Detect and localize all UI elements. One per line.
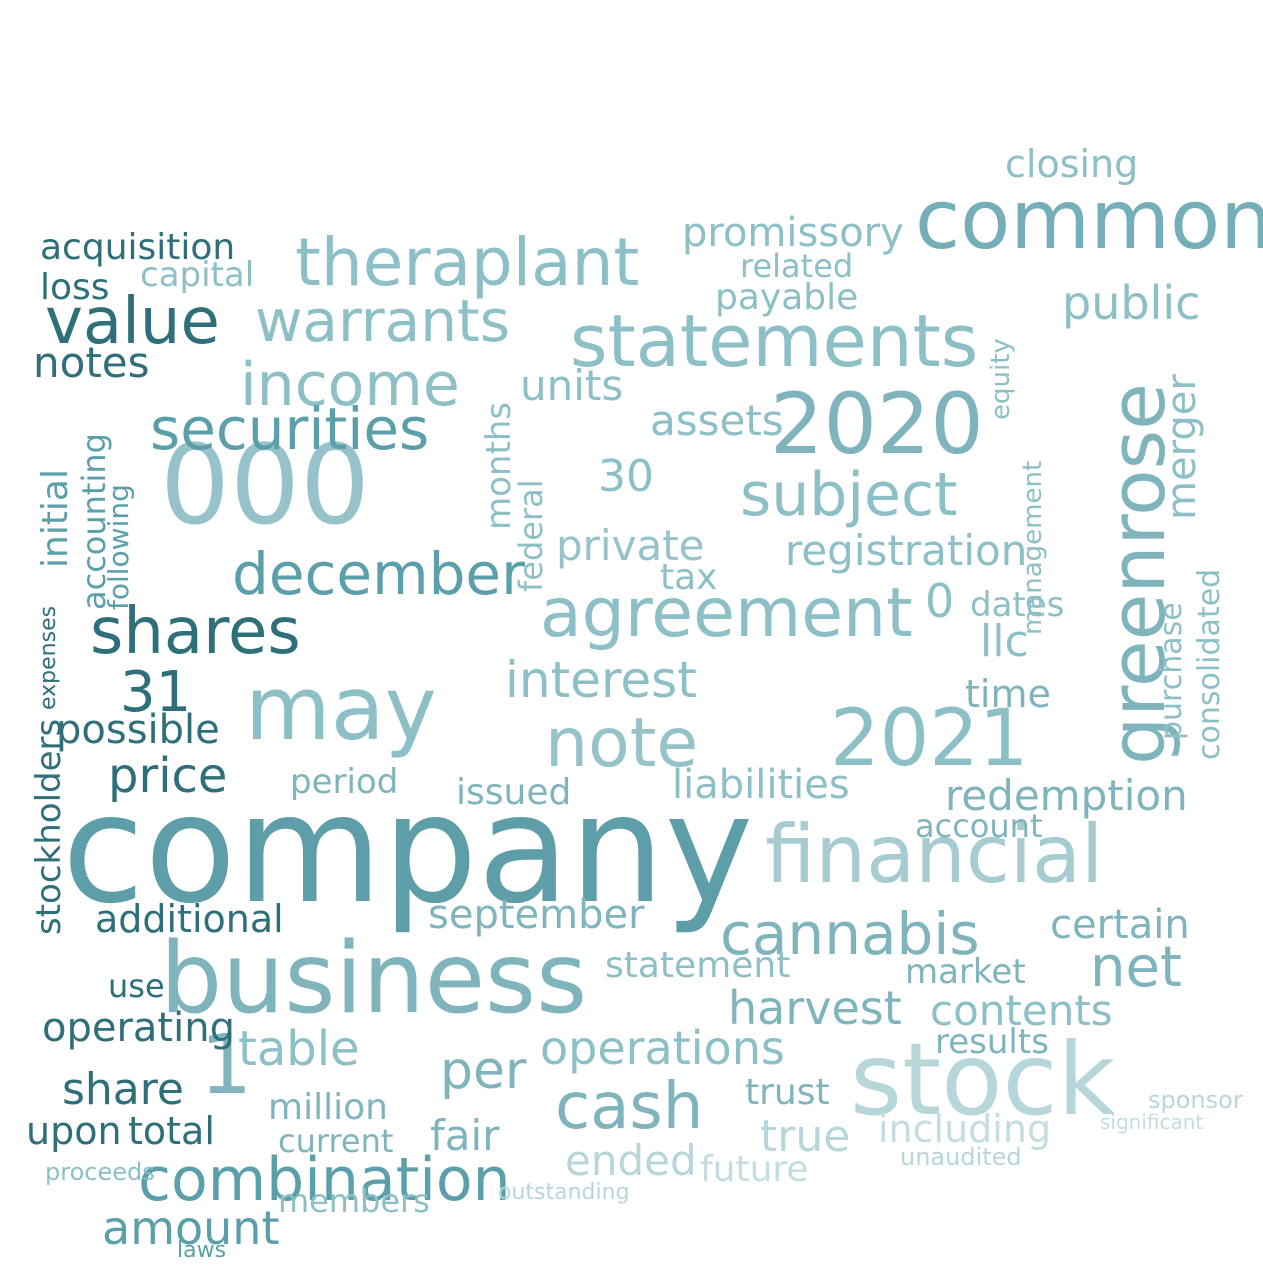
word-dates: dates — [970, 585, 1065, 625]
word-private: private — [556, 521, 705, 570]
word-common: common — [915, 173, 1263, 268]
word-future: future — [700, 1149, 809, 1190]
word-expenses: expenses — [36, 605, 61, 710]
word-notes: notes — [33, 338, 150, 387]
word-merger: merger — [1159, 374, 1205, 520]
word-assets: assets — [650, 396, 784, 445]
word-outstanding: outstanding — [498, 1180, 630, 1205]
word-following: following — [102, 484, 135, 610]
word-cannabis: cannabis — [720, 900, 980, 968]
word-company: company — [62, 763, 754, 937]
word-account: account — [915, 807, 1043, 845]
word-units: units — [520, 361, 624, 410]
word-0: 0 — [925, 574, 955, 628]
word-including: including — [878, 1107, 1052, 1151]
word-promissory: promissory — [682, 210, 904, 256]
word-operating: operating — [42, 1005, 235, 1051]
word-income: income — [240, 350, 460, 420]
word-statement: statement — [605, 945, 791, 986]
word-proceeds: proceeds — [45, 1158, 155, 1186]
word-use: use — [108, 967, 165, 1005]
word-may: may — [245, 657, 437, 760]
word-agreement: agreement — [540, 574, 913, 653]
word-purchase: purchase — [1154, 602, 1189, 740]
word-stockholders: stockholders — [29, 718, 69, 935]
word-business: business — [160, 922, 588, 1036]
word-million: million — [268, 1087, 388, 1128]
word-current: current — [278, 1122, 394, 1160]
word-redemption: redemption — [945, 771, 1188, 820]
word-registration: registration — [785, 526, 1028, 575]
word-operations: operations — [540, 1021, 785, 1075]
word-contents: contents — [930, 986, 1113, 1035]
word-fair: fair — [430, 1111, 500, 1160]
word-combination: combination — [138, 1145, 511, 1215]
word-december: december — [232, 540, 525, 608]
word-time: time — [965, 672, 1051, 716]
word-period: period — [290, 762, 399, 802]
word-financial: financial — [765, 808, 1104, 901]
word-acquisition: acquisition — [40, 227, 236, 268]
word-31: 31 — [120, 660, 192, 725]
word-certain: certain — [1050, 902, 1190, 948]
word-harvest: harvest — [728, 981, 902, 1035]
word-equity: equity — [986, 338, 1016, 420]
word-initial: initial — [35, 469, 76, 568]
word-additional: additional — [95, 897, 284, 941]
word-theraplant: theraplant — [295, 224, 640, 301]
word-laws: laws — [177, 1238, 227, 1263]
word-public: public — [1062, 276, 1201, 330]
word-related: related — [740, 247, 854, 285]
word-months: months — [479, 401, 519, 530]
word-2021: 2021 — [830, 694, 1029, 784]
word-trust: trust — [745, 1072, 830, 1113]
word-unaudited: unaudited — [900, 1143, 1022, 1171]
word-stock: stock — [850, 1021, 1116, 1138]
word-payable: payable — [715, 277, 859, 318]
word-1: 1 — [200, 1018, 253, 1113]
word-possible: possible — [56, 707, 220, 753]
word-subject: subject — [740, 460, 958, 530]
word-members: members — [278, 1182, 430, 1220]
word-price: price — [108, 748, 228, 804]
word-amount: amount — [102, 1201, 280, 1255]
word-30: 30 — [598, 451, 654, 502]
word-table: table — [238, 1021, 360, 1077]
word-2020: 2020 — [770, 375, 984, 473]
word-significant: significant — [1100, 1110, 1204, 1134]
word-september: september — [428, 892, 645, 938]
word-000: 000 — [160, 421, 370, 549]
word-per: per — [440, 1041, 527, 1101]
word-upon: upon — [26, 1109, 122, 1153]
word-consolidated: consolidated — [1192, 568, 1227, 760]
word-warrants: warrants — [255, 287, 510, 355]
word-total: total — [128, 1109, 215, 1153]
word-results: results — [935, 1022, 1049, 1062]
word-issued: issued — [456, 772, 572, 813]
word-market: market — [905, 952, 1026, 992]
word-closing: closing — [1005, 142, 1139, 186]
word-net: net — [1090, 935, 1182, 1000]
word-share: share — [62, 1064, 184, 1115]
word-ended: ended — [565, 1136, 697, 1185]
word-interest: interest — [505, 651, 697, 709]
word-securities: securities — [150, 395, 430, 463]
word-shares: shares — [90, 595, 301, 669]
word-sponsor: sponsor — [1148, 1086, 1243, 1114]
word-llc: llc — [980, 616, 1029, 667]
word-cash: cash — [555, 1070, 704, 1144]
word-true: true — [760, 1111, 851, 1162]
word-management: management — [1018, 460, 1048, 635]
word-tax: tax — [660, 557, 718, 598]
word-statements: statements — [570, 299, 979, 383]
word-value: value — [45, 285, 220, 359]
word-federal: federal — [512, 479, 550, 592]
word-note: note — [545, 704, 699, 783]
word-capital: capital — [140, 255, 255, 295]
word-liabilities: liabilities — [672, 762, 850, 808]
word-loss: loss — [40, 267, 110, 308]
